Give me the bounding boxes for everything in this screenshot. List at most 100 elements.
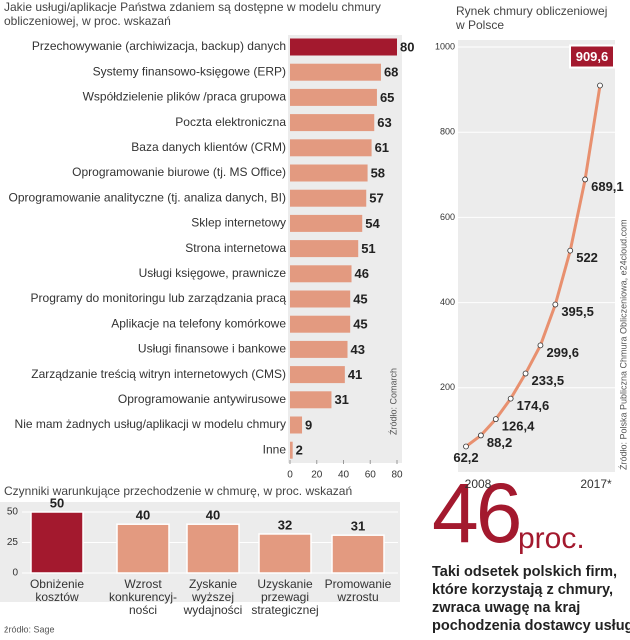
x-tick-label: 80	[391, 470, 403, 481]
category-label: Usługi finansowe i bankowe	[138, 342, 286, 356]
value-label: 46	[355, 266, 369, 281]
category-label: Aplikacje na telefony komórkowe	[111, 316, 286, 330]
bar	[290, 315, 351, 333]
point	[597, 82, 603, 89]
value-label: 54	[365, 216, 380, 231]
category-label: Zyskanie	[189, 577, 237, 591]
category-label: Nie mam żadnych usług/aplikacji w modelu…	[15, 417, 286, 431]
point	[552, 301, 559, 308]
bar	[258, 533, 312, 574]
chart-title: Czynniki warunkujące przechodzenie w chm…	[4, 484, 352, 498]
category-label: Oprogramowanie biurowe (tj. MS Office)	[72, 165, 286, 179]
x-tick-label: 2017*	[580, 477, 612, 491]
value-label: 395,5	[561, 304, 594, 319]
value-label: 45	[353, 291, 367, 306]
point	[582, 176, 589, 183]
value-label: 68	[384, 65, 398, 80]
category-label: Usługi księgowe, prawnicze	[139, 266, 287, 280]
category-label: ności	[129, 603, 157, 617]
category-label: Oprogramowanie analityczne (tj. analiza …	[9, 190, 286, 204]
value-label: 65	[380, 90, 394, 105]
x-tick-label: 60	[365, 470, 377, 481]
value-label: 80	[400, 39, 414, 54]
bar	[331, 534, 385, 574]
value-label: 62,2	[453, 450, 478, 465]
source: Źródło: Comarch	[388, 368, 398, 435]
chart-title: obliczeniowej, w proc. wskazań	[4, 14, 171, 28]
highlight-value: 46	[432, 466, 520, 560]
line	[465, 85, 602, 448]
category-label: Obniżenie	[30, 577, 84, 591]
value-label: 32	[278, 517, 292, 532]
chart-title: Rynek chmury obliczeniowej	[456, 4, 607, 18]
value-label: 2	[296, 443, 303, 458]
value-label: 57	[369, 191, 383, 206]
value-label: 522	[576, 250, 598, 265]
chart-title: Jakie usługi/aplikacje Państwa zdaniem s…	[4, 0, 381, 14]
bar	[290, 340, 348, 358]
bar	[290, 391, 332, 409]
value-label: 40	[206, 508, 220, 523]
x-tick-label: 20	[311, 470, 323, 481]
x-tick-label: 0	[287, 470, 293, 481]
category-label: Programy do monitoringu lub zarządzania …	[31, 291, 287, 305]
chart-title: w Polsce	[455, 18, 504, 32]
category-label: Strona internetowa	[185, 241, 286, 255]
value-label: 689,1	[591, 179, 624, 194]
value-box	[569, 44, 615, 69]
value-label: 40	[136, 508, 150, 523]
category-label: wyższej	[191, 590, 234, 604]
category-label: Systemy finansowo-księgowe (ERP)	[93, 64, 286, 78]
source: Źródło: Polska Publiczna Chmura Obliczen…	[618, 219, 628, 470]
value-label: 58	[371, 165, 385, 180]
highlight-text: zwraca uwagę na kraj	[432, 600, 580, 616]
highlight-text: które korzystają z chmury,	[432, 582, 613, 598]
bar	[290, 189, 367, 207]
x-tick-label: 40	[338, 470, 350, 481]
x-tick-label: 2008	[465, 477, 492, 491]
bar	[290, 240, 359, 258]
y-tick-label: 1000	[435, 41, 455, 51]
bar	[30, 511, 84, 574]
source: źródło: Sage	[4, 624, 55, 634]
y-tick-label: 200	[440, 382, 455, 392]
point	[477, 432, 484, 439]
value-label: 43	[351, 342, 365, 357]
point	[507, 395, 514, 402]
category-label: Przechowywanie (archiwizacja, backup) da…	[32, 39, 286, 53]
value-label: 299,6	[546, 345, 579, 360]
bar	[290, 214, 363, 232]
category-label: Uzyskanie	[257, 577, 313, 591]
category-label: Baza danych klientów (CRM)	[131, 140, 286, 154]
y-tick-label: 0	[12, 568, 18, 579]
y-tick-label: 600	[440, 212, 455, 222]
value-label: 50	[50, 495, 64, 510]
value-label: 9	[305, 417, 312, 432]
category-label: Poczta elektroniczna	[175, 115, 286, 129]
value-label: 126,4	[502, 419, 535, 434]
point	[492, 416, 499, 423]
bar	[116, 523, 170, 574]
highlight-text: Taki odsetek polskich firm,	[432, 564, 617, 580]
bar	[290, 416, 303, 434]
category-label: Wzrost	[124, 577, 162, 591]
value-label: 31	[334, 392, 348, 407]
point	[522, 370, 529, 377]
category-label: Sklep internetowy	[191, 216, 286, 230]
bar	[290, 88, 377, 106]
point	[463, 443, 469, 450]
value-label: 174,6	[517, 398, 550, 413]
category-label: przewagi	[261, 590, 309, 604]
value-label: 61	[375, 140, 389, 155]
category-label: wydajności	[183, 603, 243, 617]
bar	[290, 164, 368, 182]
bar	[290, 114, 375, 132]
category-label: strategicznej	[251, 603, 318, 617]
value-label: 233,5	[532, 373, 565, 388]
y-tick-label: 25	[7, 537, 19, 548]
category-label: kosztów	[35, 590, 79, 604]
y-tick-label: 400	[440, 297, 455, 307]
highlight-text: pochodzenia dostawcy usług	[432, 618, 630, 634]
category-label: Inne	[263, 442, 287, 456]
